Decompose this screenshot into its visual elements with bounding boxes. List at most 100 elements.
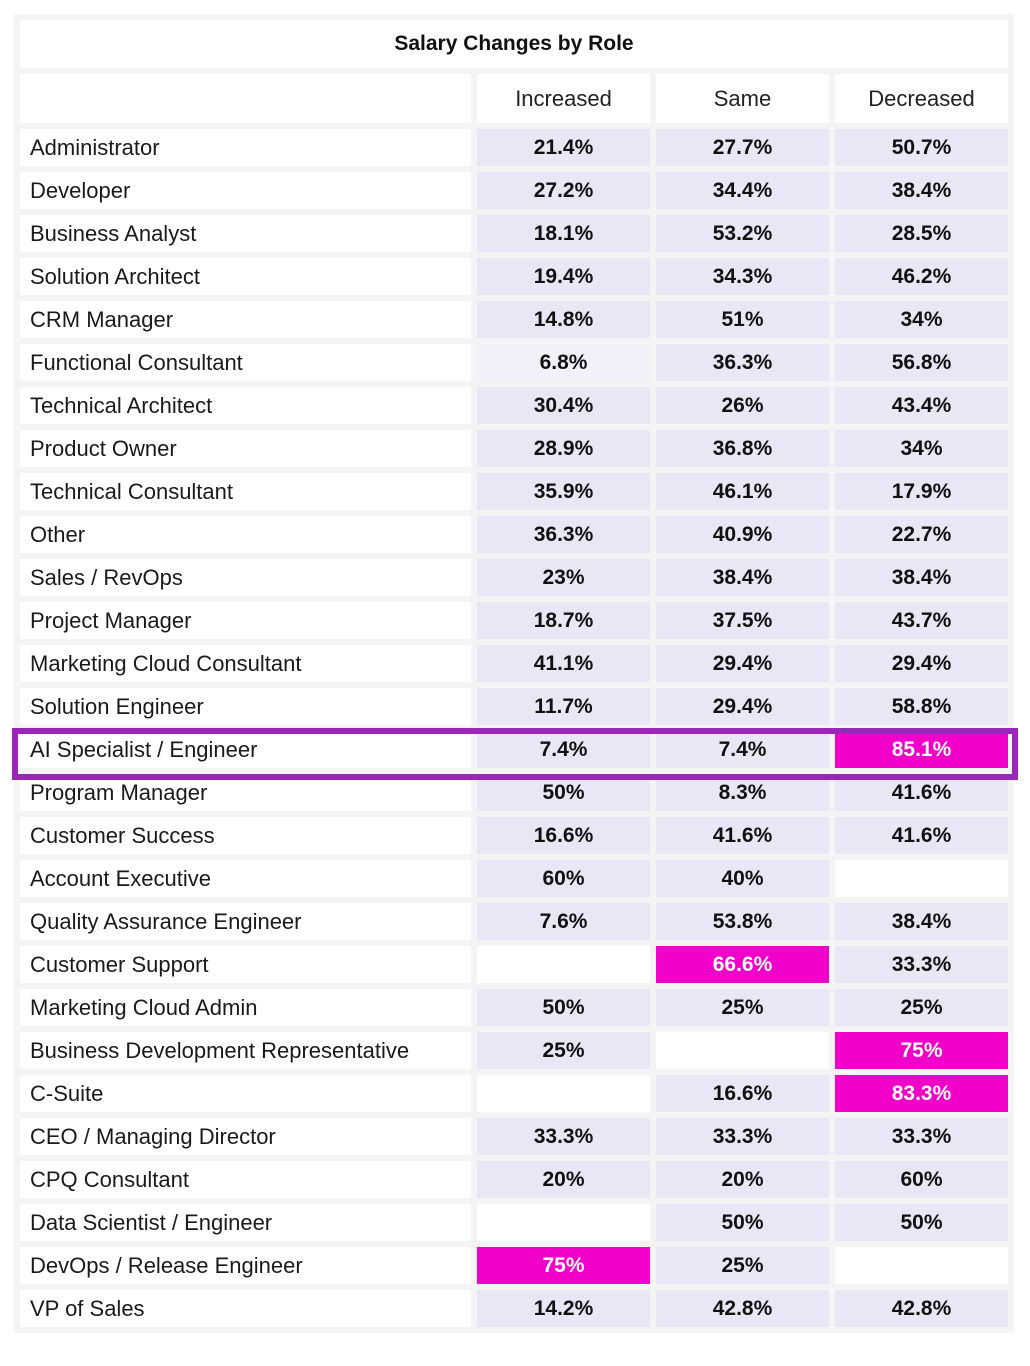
- table-cell-decreased: 50.7%: [835, 129, 1008, 166]
- row-label: Project Manager: [20, 602, 471, 639]
- table-cell-same: 16.6%: [656, 1075, 829, 1112]
- row-label: Customer Support: [20, 946, 471, 983]
- row-label: Developer: [20, 172, 471, 209]
- row-label: Solution Architect: [20, 258, 471, 295]
- table-cell-same: 53.8%: [656, 903, 829, 940]
- table-cell-decreased: 85.1%: [835, 731, 1008, 768]
- table-cell-increased: 27.2%: [477, 172, 650, 209]
- row-label: Marketing Cloud Admin: [20, 989, 471, 1026]
- row-label: Solution Engineer: [20, 688, 471, 725]
- table-cell-same: 34.3%: [656, 258, 829, 295]
- table-cell-decreased: 43.4%: [835, 387, 1008, 424]
- row-label: Other: [20, 516, 471, 553]
- table-cell-same: 20%: [656, 1161, 829, 1198]
- row-label: Sales / RevOps: [20, 559, 471, 596]
- table-cell-decreased: [835, 860, 1008, 897]
- table-cell-decreased: 28.5%: [835, 215, 1008, 252]
- table-cell-same: 36.3%: [656, 344, 829, 381]
- table-title: Salary Changes by Role: [20, 20, 1008, 68]
- row-label: Data Scientist / Engineer: [20, 1204, 471, 1241]
- row-label: CEO / Managing Director: [20, 1118, 471, 1155]
- table-cell-same: 40.9%: [656, 516, 829, 553]
- table-cell-increased: 14.2%: [477, 1290, 650, 1327]
- row-label: Technical Architect: [20, 387, 471, 424]
- row-label: VP of Sales: [20, 1290, 471, 1327]
- table-cell-same: 7.4%: [656, 731, 829, 768]
- table-cell-increased: [477, 1075, 650, 1112]
- table-cell-increased: 36.3%: [477, 516, 650, 553]
- table-cell-decreased: 60%: [835, 1161, 1008, 1198]
- row-label: Quality Assurance Engineer: [20, 903, 471, 940]
- table-cell-increased: 21.4%: [477, 129, 650, 166]
- column-header-decreased: Decreased: [835, 74, 1008, 123]
- table-cell-increased: 6.8%: [477, 344, 650, 381]
- table-cell-same: 53.2%: [656, 215, 829, 252]
- row-label: Marketing Cloud Consultant: [20, 645, 471, 682]
- row-label: Customer Success: [20, 817, 471, 854]
- table-cell-increased: [477, 946, 650, 983]
- table-cell-decreased: 38.4%: [835, 172, 1008, 209]
- table-cell-decreased: 17.9%: [835, 473, 1008, 510]
- table-cell-decreased: 38.4%: [835, 559, 1008, 596]
- table-cell-same: 8.3%: [656, 774, 829, 811]
- table-cell-same: 37.5%: [656, 602, 829, 639]
- table-cell-decreased: 33.3%: [835, 1118, 1008, 1155]
- row-label: AI Specialist / Engineer: [20, 731, 471, 768]
- table-cell-increased: 19.4%: [477, 258, 650, 295]
- table-cell-decreased: 34%: [835, 301, 1008, 338]
- table-cell-same: [656, 1032, 829, 1069]
- table-cell-increased: 11.7%: [477, 688, 650, 725]
- table-cell-increased: 50%: [477, 989, 650, 1026]
- table-cell-increased: 50%: [477, 774, 650, 811]
- row-label: C-Suite: [20, 1075, 471, 1112]
- table-cell-increased: 60%: [477, 860, 650, 897]
- table-cell-same: 36.8%: [656, 430, 829, 467]
- table-cell-same: 25%: [656, 1247, 829, 1284]
- table-cell-decreased: 34%: [835, 430, 1008, 467]
- table-cell-same: 51%: [656, 301, 829, 338]
- row-label: DevOps / Release Engineer: [20, 1247, 471, 1284]
- table-cell-decreased: 29.4%: [835, 645, 1008, 682]
- row-label: Account Executive: [20, 860, 471, 897]
- table-cell-same: 29.4%: [656, 645, 829, 682]
- table-cell-same: 33.3%: [656, 1118, 829, 1155]
- row-label: Business Analyst: [20, 215, 471, 252]
- row-label: Product Owner: [20, 430, 471, 467]
- salary-table: Salary Changes by Role Increased Same De…: [14, 14, 1014, 1333]
- table-cell-increased: 7.6%: [477, 903, 650, 940]
- table-cell-decreased: 33.3%: [835, 946, 1008, 983]
- table-cell-same: 66.6%: [656, 946, 829, 983]
- table-cell-increased: 18.1%: [477, 215, 650, 252]
- row-label: Technical Consultant: [20, 473, 471, 510]
- row-label: Business Development Representative: [20, 1032, 471, 1069]
- row-label: CPQ Consultant: [20, 1161, 471, 1198]
- table-cell-increased: 7.4%: [477, 731, 650, 768]
- table-cell-decreased: 41.6%: [835, 817, 1008, 854]
- table-cell-decreased: 42.8%: [835, 1290, 1008, 1327]
- table-cell-increased: 20%: [477, 1161, 650, 1198]
- table-cell-decreased: 56.8%: [835, 344, 1008, 381]
- row-label: Administrator: [20, 129, 471, 166]
- row-label: CRM Manager: [20, 301, 471, 338]
- table-cell-decreased: 38.4%: [835, 903, 1008, 940]
- table-cell-increased: 33.3%: [477, 1118, 650, 1155]
- table-cell-same: 29.4%: [656, 688, 829, 725]
- table-cell-decreased: 46.2%: [835, 258, 1008, 295]
- table-cell-increased: 35.9%: [477, 473, 650, 510]
- table-cell-increased: 75%: [477, 1247, 650, 1284]
- table-cell-increased: 16.6%: [477, 817, 650, 854]
- table-cell-same: 26%: [656, 387, 829, 424]
- table-cell-decreased: 43.7%: [835, 602, 1008, 639]
- table-cell-increased: 23%: [477, 559, 650, 596]
- table-cell-same: 38.4%: [656, 559, 829, 596]
- table-cell-decreased: 41.6%: [835, 774, 1008, 811]
- table-cell-same: 42.8%: [656, 1290, 829, 1327]
- table-cell-decreased: 25%: [835, 989, 1008, 1026]
- column-header-increased: Increased: [477, 74, 650, 123]
- row-label: Program Manager: [20, 774, 471, 811]
- table-cell-decreased: 50%: [835, 1204, 1008, 1241]
- table-cell-same: 41.6%: [656, 817, 829, 854]
- table-cell-decreased: 58.8%: [835, 688, 1008, 725]
- table-cell-increased: 28.9%: [477, 430, 650, 467]
- table-cell-increased: 18.7%: [477, 602, 650, 639]
